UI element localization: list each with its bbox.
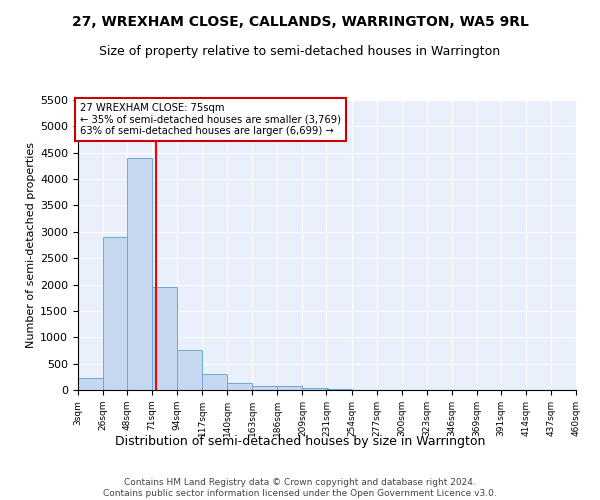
Bar [177, 350, 202, 390]
Bar [202, 374, 227, 390]
Text: Size of property relative to semi-detached houses in Warrington: Size of property relative to semi-detach… [100, 45, 500, 58]
Text: 27 WREXHAM CLOSE: 75sqm
← 35% of semi-detached houses are smaller (3,769)
63% of: 27 WREXHAM CLOSE: 75sqm ← 35% of semi-de… [80, 103, 341, 136]
Bar [277, 386, 302, 390]
Bar [127, 158, 152, 390]
Text: 27, WREXHAM CLOSE, CALLANDS, WARRINGTON, WA5 9RL: 27, WREXHAM CLOSE, CALLANDS, WARRINGTON,… [71, 15, 529, 29]
Bar [103, 237, 128, 390]
Y-axis label: Number of semi-detached properties: Number of semi-detached properties [26, 142, 36, 348]
Bar [152, 287, 177, 390]
Bar [78, 378, 103, 390]
Bar [227, 383, 253, 390]
Text: Contains HM Land Registry data © Crown copyright and database right 2024.
Contai: Contains HM Land Registry data © Crown c… [103, 478, 497, 498]
Text: Distribution of semi-detached houses by size in Warrington: Distribution of semi-detached houses by … [115, 435, 485, 448]
Bar [253, 386, 277, 390]
Bar [302, 388, 328, 390]
